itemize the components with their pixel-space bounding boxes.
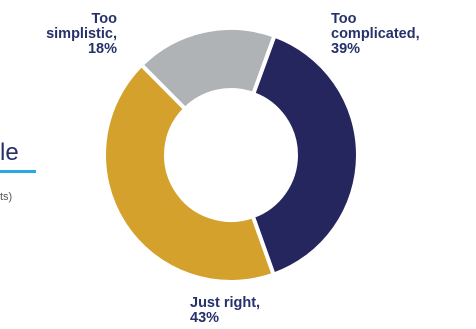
- accent-rule: [0, 170, 36, 173]
- label-just-right-line1: Just right,: [190, 295, 261, 311]
- label-too-complicated-line1: Too: [331, 11, 357, 27]
- label-too-simplistic-pct: 18%: [87, 41, 117, 57]
- label-just-right-pct: 43%: [190, 310, 220, 326]
- donut-slice-1: [102, 62, 277, 284]
- label-too-simplistic-line2: simplistic,: [46, 26, 117, 42]
- label-too-complicated-line2: complicated,: [331, 26, 420, 42]
- partial-note: ts): [0, 191, 13, 203]
- label-too-simplistic: Too simplistic, 18%: [17, 12, 117, 57]
- donut-slice-2: [138, 26, 278, 112]
- label-too-complicated-pct: 39%: [331, 41, 361, 57]
- donut-slice-0: [250, 33, 360, 278]
- partial-title: le: [0, 139, 19, 166]
- label-too-complicated: Too complicated, 39%: [331, 12, 420, 57]
- label-just-right: Just right, 43%: [190, 296, 260, 326]
- label-too-simplistic-line1: Too: [91, 11, 118, 27]
